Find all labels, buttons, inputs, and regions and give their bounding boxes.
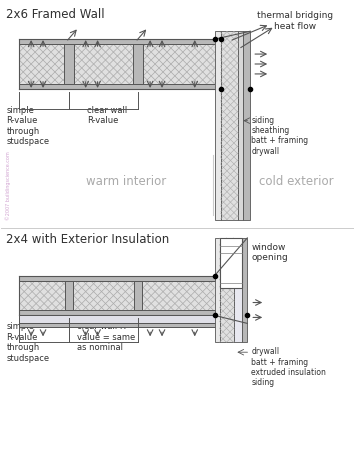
Text: ©2007 buildingscience.com: ©2007 buildingscience.com: [5, 151, 11, 220]
Bar: [220, 31, 239, 220]
Bar: [133, 44, 143, 84]
Bar: [134, 281, 142, 310]
Text: 2x6 Framed Wall: 2x6 Framed Wall: [6, 9, 105, 21]
Bar: [220, 238, 242, 288]
Bar: [244, 31, 250, 220]
Bar: [19, 281, 65, 310]
Bar: [215, 31, 220, 220]
Bar: [142, 281, 215, 310]
Bar: [74, 44, 133, 84]
Text: warm interior: warm interior: [86, 176, 166, 188]
Bar: [215, 238, 220, 342]
Text: window
opening: window opening: [251, 243, 288, 262]
Text: simple
R-value
through
studspace: simple R-value through studspace: [6, 106, 49, 146]
Bar: [64, 44, 74, 84]
Bar: [73, 281, 134, 310]
Bar: [215, 238, 294, 347]
Bar: [220, 238, 234, 342]
Text: drywall
batt + framing
extruded insulation
siding: drywall batt + framing extruded insulati…: [251, 347, 326, 387]
Bar: [19, 324, 244, 327]
Bar: [242, 238, 247, 342]
Bar: [19, 39, 215, 44]
Text: 2x4 with Exterior Insulation: 2x4 with Exterior Insulation: [6, 233, 169, 246]
Bar: [19, 315, 244, 324]
Bar: [239, 31, 244, 220]
Bar: [19, 84, 215, 89]
Text: clear wall
R-value: clear wall R-value: [87, 106, 127, 125]
Text: simple
R-value
through
studspace: simple R-value through studspace: [6, 322, 49, 363]
Bar: [19, 276, 215, 281]
Bar: [234, 238, 242, 342]
Bar: [215, 39, 239, 89]
Bar: [19, 310, 215, 315]
Bar: [19, 44, 64, 84]
Text: cold exterior: cold exterior: [259, 176, 334, 188]
Bar: [143, 44, 215, 84]
Text: siding
sheathing
batt + framing
drywall: siding sheathing batt + framing drywall: [251, 116, 308, 156]
Bar: [65, 281, 73, 310]
Bar: [215, 39, 356, 220]
Text: clear wall R-
value = same
as nominal: clear wall R- value = same as nominal: [77, 322, 135, 352]
Text: thermal bridging
heat flow: thermal bridging heat flow: [257, 11, 333, 31]
